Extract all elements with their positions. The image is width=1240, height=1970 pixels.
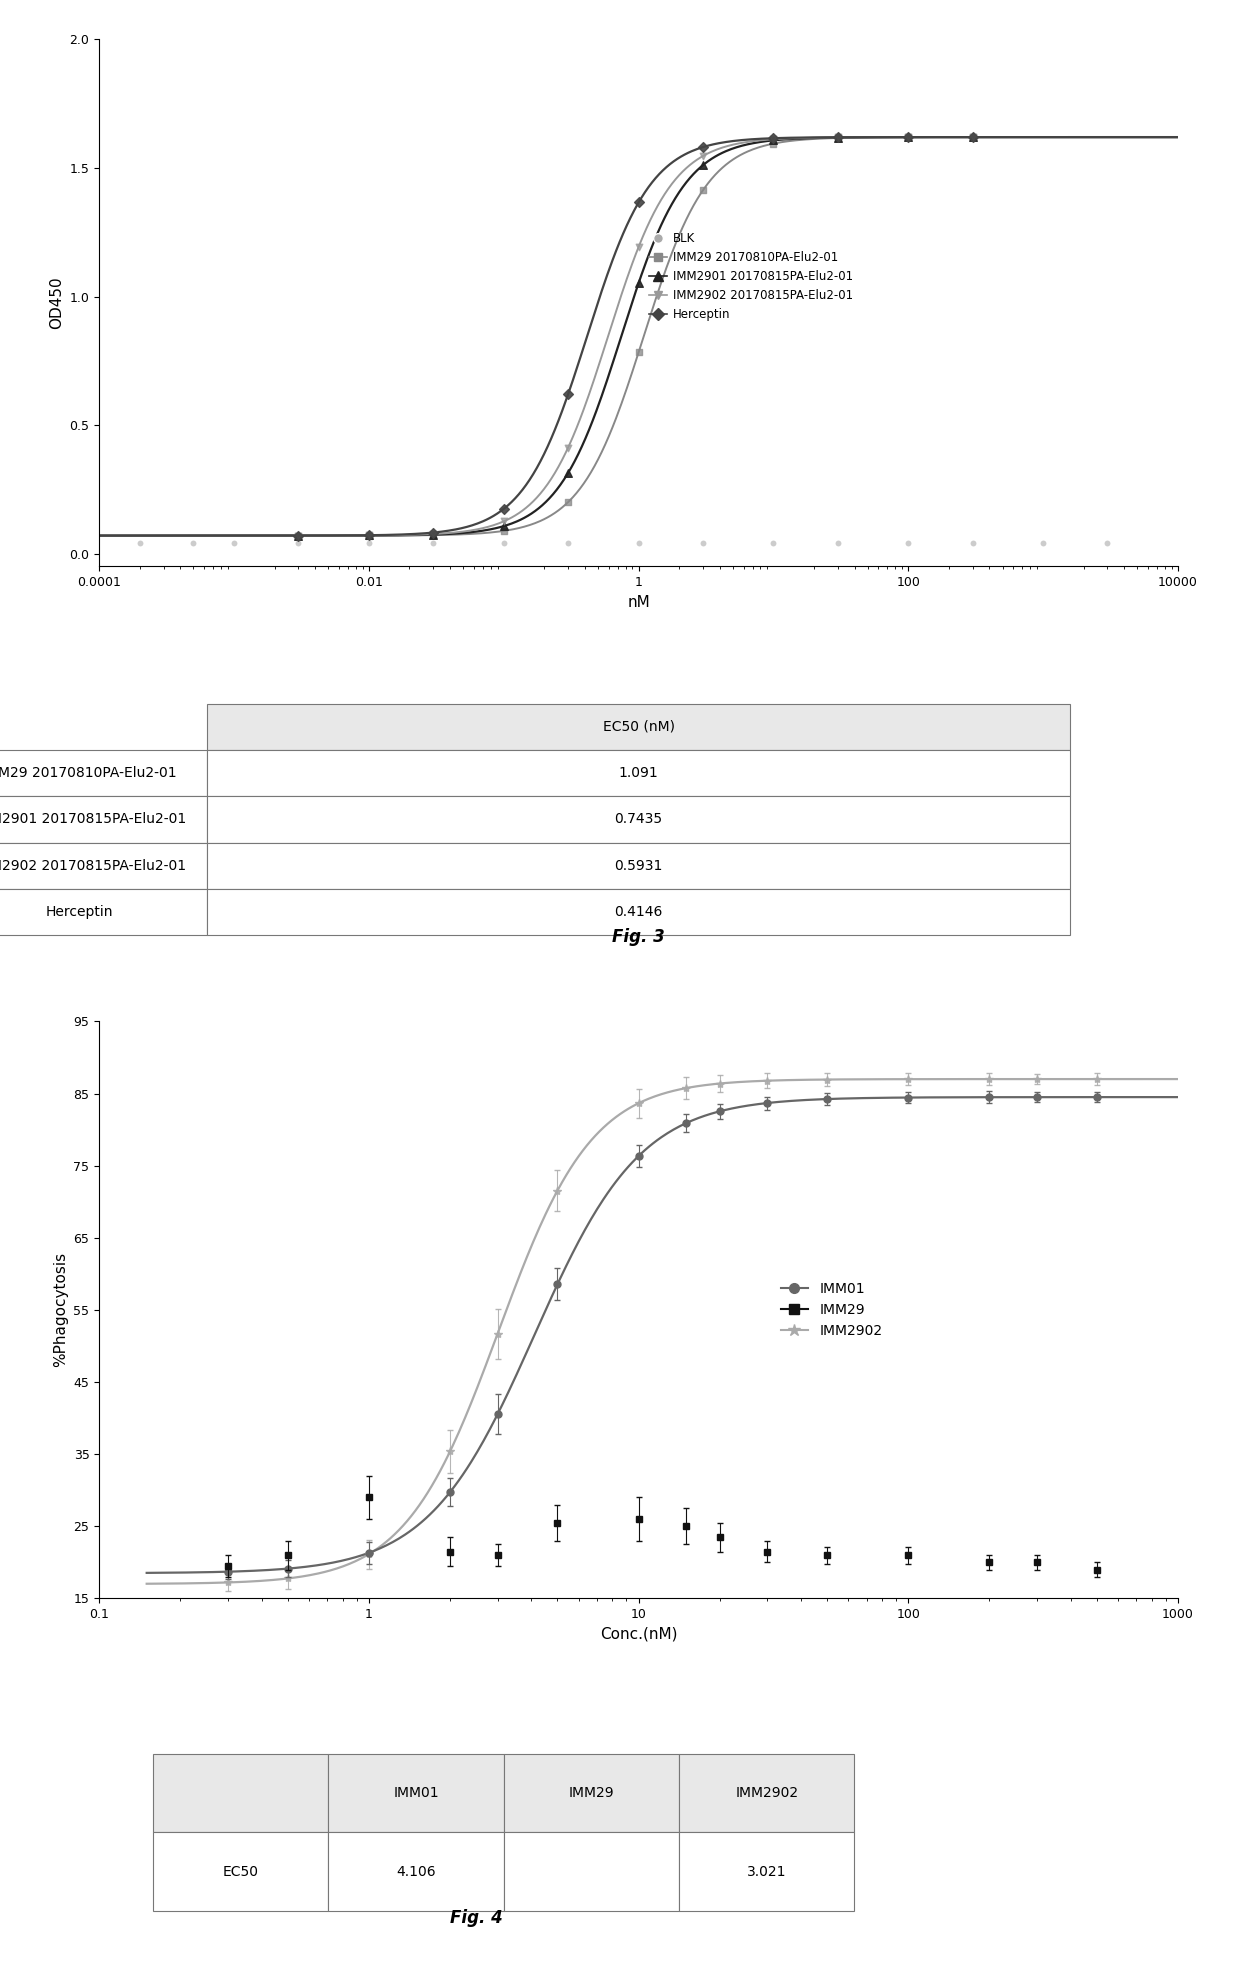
Point (360, 520, 379, 552)
Point (962, 122, 982, 154)
Point (1097, 528, 1117, 559)
Point (764, 528, 784, 559)
Point (558, 378, 578, 410)
Point (558, 431, 578, 463)
Point (494, 528, 513, 559)
Point (962, 122, 982, 154)
Point (898, 528, 918, 559)
Point (494, 492, 513, 524)
Point (184, 528, 203, 559)
Point (962, 528, 982, 559)
Point (764, 128, 784, 160)
Point (360, 528, 379, 559)
Point (289, 520, 309, 552)
Point (423, 516, 443, 548)
Point (289, 520, 309, 552)
Point (828, 122, 848, 154)
Point (494, 506, 513, 538)
Point (828, 122, 848, 154)
Point (962, 122, 982, 154)
X-axis label: nM: nM (627, 595, 650, 611)
Point (494, 514, 513, 546)
Point (629, 187, 649, 219)
Point (962, 122, 982, 154)
Point (289, 520, 309, 552)
Point (629, 268, 649, 299)
Point (289, 528, 309, 559)
Point (360, 520, 379, 552)
Point (764, 124, 784, 156)
Point (558, 528, 578, 559)
Point (898, 122, 918, 154)
Point (360, 520, 379, 552)
Point (558, 487, 578, 518)
Point (629, 230, 649, 262)
Point (423, 518, 443, 550)
Point (764, 124, 784, 156)
Point (693, 150, 713, 181)
Legend: IMM01, IMM29, IMM2902: IMM01, IMM29, IMM2902 (775, 1277, 888, 1344)
Point (224, 528, 244, 559)
Point (558, 457, 578, 489)
Y-axis label: %Phagocytosis: %Phagocytosis (53, 1253, 68, 1367)
Point (494, 510, 513, 542)
Point (693, 140, 713, 171)
Point (130, 528, 150, 559)
Point (898, 122, 918, 154)
Legend: BLK, IMM29 20170810PA-Elu2-01, IMM2901 20170815PA-Elu2-01, IMM2902 20170815PA-El: BLK, IMM29 20170810PA-Elu2-01, IMM2901 2… (645, 229, 858, 325)
Point (289, 520, 309, 552)
Point (423, 520, 443, 552)
Point (828, 528, 848, 559)
Point (629, 528, 649, 559)
Point (693, 132, 713, 164)
Point (898, 122, 918, 154)
X-axis label: Conc.(nM): Conc.(nM) (600, 1627, 677, 1641)
Point (423, 518, 443, 550)
Text: Fig. 4: Fig. 4 (450, 1909, 503, 1927)
Point (828, 122, 848, 154)
Point (629, 337, 649, 368)
Y-axis label: OD450: OD450 (48, 276, 64, 329)
Point (764, 122, 784, 154)
Point (693, 528, 713, 559)
Point (828, 122, 848, 154)
Point (360, 520, 379, 552)
Text: Fig. 3: Fig. 3 (613, 928, 665, 946)
Point (1033, 528, 1053, 559)
Point (693, 175, 713, 207)
Point (423, 528, 443, 559)
Point (898, 122, 918, 154)
